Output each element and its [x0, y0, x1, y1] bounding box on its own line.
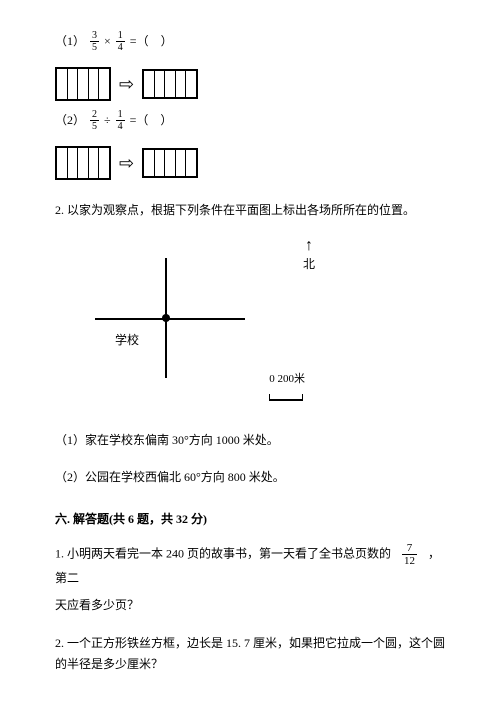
frac-2-5: 2 5 — [90, 109, 99, 132]
q1p1-suffix: =（ ） — [130, 31, 173, 53]
frac-1-4b: 1 4 — [116, 109, 125, 132]
map-diagram: ↑ 北 学校 0 200米 — [85, 238, 345, 418]
arrow-icon-2: ⇨ — [119, 147, 134, 179]
s6-q2: 2. 一个正方形铁丝方框，边长是 15. 7 厘米，如果把它拉成一个圆，这个圆的… — [55, 633, 445, 676]
scale-end: 200米 — [278, 373, 306, 385]
north-indicator: ↑ 北 — [303, 238, 315, 276]
rect-row-2: ⇨ — [55, 146, 445, 180]
school-label: 学校 — [115, 330, 139, 352]
section6-title: 六. 解答题(共 6 题，共 32 分) — [55, 509, 445, 531]
frac-1-4a: 1 4 — [116, 30, 125, 53]
rect-row-1: ⇨ — [55, 67, 445, 101]
q1p2-prefix: （2） — [55, 110, 85, 132]
scale-indicator: 0 200米 — [269, 370, 305, 410]
q1p2-suffix: =（ ） — [130, 110, 173, 132]
q1-part1: （1） 3 5 × 1 4 =（ ） — [55, 30, 445, 53]
rect-right-1 — [142, 69, 198, 99]
s6-q1-a: 1. 小明两天看完一本 240 页的故事书，第一天看了全书总页数的 — [55, 547, 391, 561]
origin-dot — [162, 314, 170, 322]
arrow-icon-1: ⇨ — [119, 68, 134, 100]
s6-q1: 1. 小明两天看完一本 240 页的故事书，第一天看了全书总页数的 7 12 ，… — [55, 542, 445, 589]
rect-left-2 — [55, 146, 111, 180]
axis-horizontal — [95, 318, 245, 320]
op-div: ÷ — [104, 110, 111, 132]
scale-start: 0 — [269, 373, 275, 385]
q2-text: 2. 以家为观察点，根据下列条件在平面图上标出各场所所在的位置。 — [55, 200, 445, 222]
north-label: 北 — [303, 257, 315, 271]
rect-right-2 — [142, 148, 198, 178]
frac-3-5: 3 5 — [90, 30, 99, 53]
s6-q1-c: 天应看多少页？ — [55, 595, 445, 617]
q2-sub1: （1）家在学校东偏南 30°方向 1000 米处。 — [55, 430, 445, 452]
frac-7-12: 7 12 — [402, 542, 417, 567]
q1p1-prefix: （1） — [55, 31, 85, 53]
q1-part2: （2） 2 5 ÷ 1 4 =（ ） — [55, 109, 445, 132]
arrow-up-icon: ↑ — [303, 238, 315, 254]
op-mult: × — [104, 31, 111, 53]
q2-sub2: （2）公园在学校西偏北 60°方向 800 米处。 — [55, 467, 445, 489]
rect-left-1 — [55, 67, 111, 101]
scale-bar-icon — [269, 399, 303, 401]
